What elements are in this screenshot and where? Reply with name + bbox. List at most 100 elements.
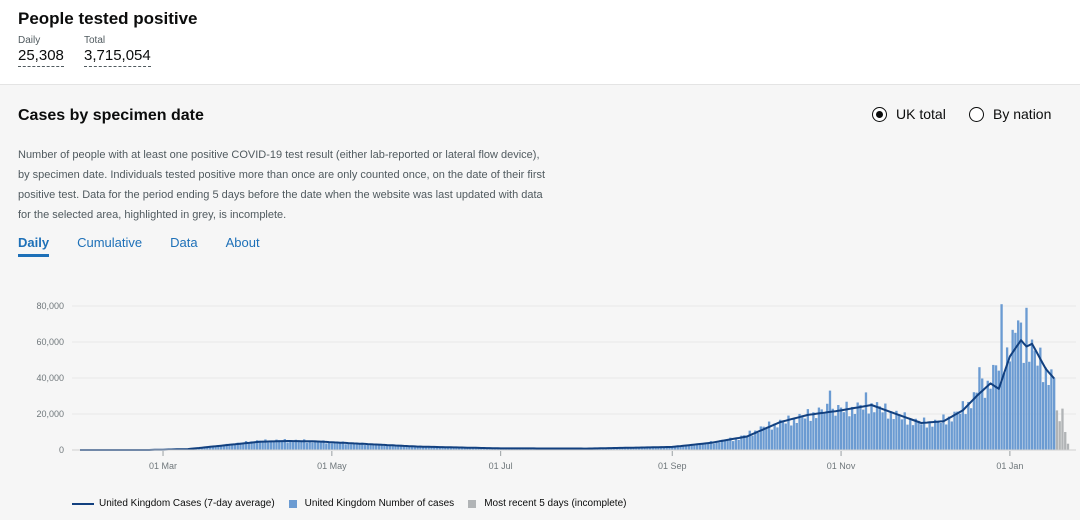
case-bar [956,412,958,450]
case-bar [771,430,773,450]
radio-by-nation[interactable]: By nation [969,106,1051,122]
case-bar [228,445,230,450]
case-bar [992,365,994,450]
case-bar [809,421,811,450]
radio-unselected-icon [969,107,984,122]
case-bar [890,411,892,450]
daily-label: Daily [18,35,64,47]
case-bar [815,418,817,450]
case-bar [967,402,969,450]
case-bar [345,444,347,450]
case-bar [865,392,867,450]
case-bar [790,425,792,450]
case-bar [959,414,961,450]
x-tick-label: 01 Jul [489,461,513,471]
case-bar [383,446,385,450]
case-bar [926,428,928,450]
case-bar [292,442,294,450]
page-title: People tested positive [18,9,198,29]
radio-uk-total[interactable]: UK total [872,106,946,122]
case-bar [901,419,903,450]
case-bar [940,423,942,450]
case-bar [286,442,288,450]
case-bar [776,427,778,450]
case-bar [978,367,980,450]
case-bar [887,419,889,450]
case-bar [267,443,269,450]
case-bar [261,442,263,450]
tab-daily[interactable]: Daily [18,235,49,257]
chart-legend: United Kingdom Cases (7-day average) Uni… [72,498,640,509]
case-bar [1039,348,1041,450]
case-bar [840,408,842,450]
case-bar [358,444,360,450]
daily-value[interactable]: 25,308 [18,47,64,67]
case-bar [707,443,709,450]
case-bar [281,441,283,450]
case-bar [898,414,900,450]
case-bar [773,423,775,450]
case-bar [300,442,302,450]
bar-swatch-icon [289,500,297,508]
radio-selected-icon [872,107,887,122]
incomplete-swatch-icon [468,500,476,508]
case-bar [909,419,911,450]
case-bar [906,425,908,450]
case-bar [920,424,922,450]
case-bar [325,443,327,450]
case-bar [848,416,850,450]
case-bar [339,443,341,450]
case-bar [765,428,767,450]
case-bar [1042,382,1044,450]
daily-stat: Daily 25,308 [18,35,64,67]
card-title: Cases by specimen date [18,107,204,125]
case-bar [895,411,897,450]
case-bar [834,416,836,450]
case-bar [782,421,784,450]
case-bar [970,408,972,450]
legend-label-incomplete: Most recent 5 days (incomplete) [484,498,626,509]
case-bar [718,442,720,450]
x-tick-label: 01 Nov [827,461,856,471]
case-bar [699,445,701,450]
case-bar [793,418,795,450]
case-bar [732,441,734,450]
case-bar [928,422,930,450]
case-bar [879,406,881,450]
case-bar [931,427,933,450]
incomplete-bar [1064,432,1066,450]
case-bar [369,445,371,450]
case-bar [987,381,989,450]
x-tick-label: 01 Sep [658,461,687,471]
case-bar [253,443,255,450]
case-bar [1025,308,1027,450]
tab-about[interactable]: About [226,235,260,257]
legend-label-average: United Kingdom Cases (7-day average) [99,498,275,509]
case-bar [976,393,978,450]
case-bar [779,420,781,450]
tab-data[interactable]: Data [170,235,197,257]
case-bar [989,389,991,450]
radio-uk-label: UK total [896,106,946,122]
case-bar [812,412,814,450]
case-bar [917,421,919,450]
case-bar [403,446,405,450]
case-bar [735,438,737,450]
case-bar [1050,369,1052,450]
tab-cumulative[interactable]: Cumulative [77,235,142,257]
case-bar [738,440,740,450]
incomplete-bar [1061,409,1063,450]
case-bar [234,445,236,450]
case-bar [854,414,856,450]
case-bar [1034,351,1036,450]
total-value[interactable]: 3,715,054 [84,47,151,67]
case-bar [826,404,828,450]
case-bar [785,424,787,450]
case-bar [746,436,748,450]
chart-card: Cases by specimen date UK total By natio… [0,84,1080,520]
case-bar [1047,385,1049,450]
x-tick-label: 01 Jan [996,461,1023,471]
y-tick-label: 40,000 [36,373,64,383]
case-bar [915,419,917,450]
